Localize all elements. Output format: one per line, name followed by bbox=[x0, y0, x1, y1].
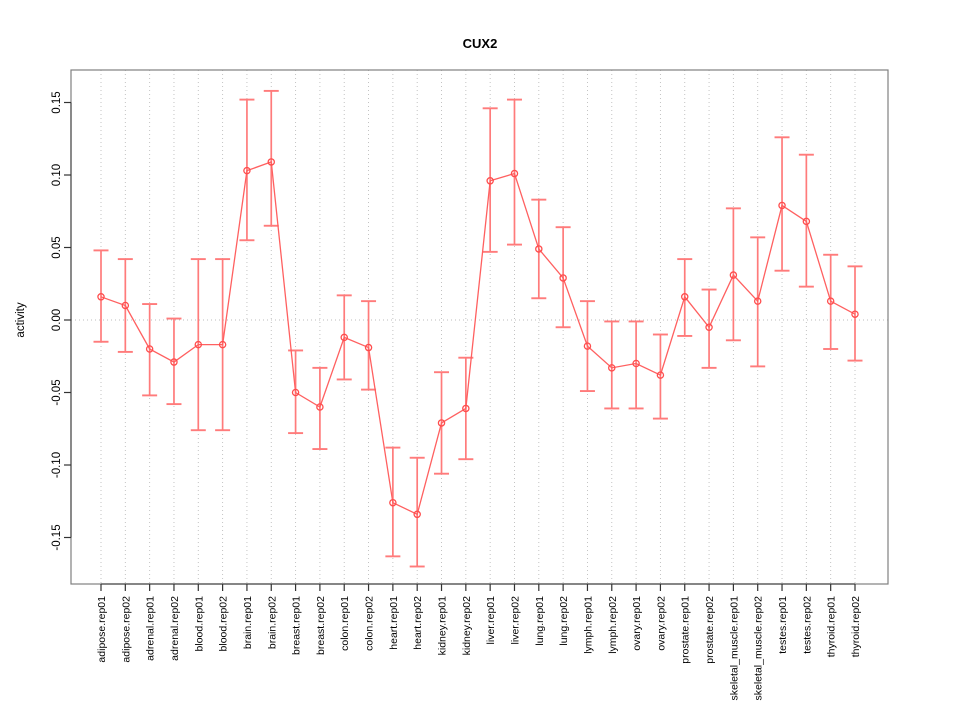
data-point-marker bbox=[364, 343, 373, 352]
data-point-marker bbox=[826, 297, 835, 305]
data-point-marker bbox=[291, 388, 300, 397]
x-tick-label: adipose.rep01 bbox=[96, 596, 108, 663]
x-axis-tick-labels: adipose.rep01 adipose.rep02 adrenal.rep01 a… bbox=[96, 596, 862, 701]
data-point-marker bbox=[170, 358, 178, 366]
x-tick-label: lung.rep02 bbox=[558, 596, 570, 646]
y-tick-label: -0.10 bbox=[51, 452, 63, 478]
x-tick-label: adrenal.rep01 bbox=[145, 596, 157, 661]
data-point-marker bbox=[340, 333, 348, 342]
x-tick-label: testes.rep01 bbox=[777, 596, 789, 654]
data-point-marker bbox=[729, 271, 738, 279]
data-point-marker bbox=[778, 201, 786, 210]
x-tick-label: breast.rep02 bbox=[315, 596, 327, 655]
x-tick-label: kidney.rep01 bbox=[437, 596, 449, 656]
x-tick-label: lung.rep01 bbox=[534, 596, 546, 646]
data-point-marker bbox=[194, 340, 203, 349]
data-point-marker bbox=[608, 364, 616, 372]
y-tick-label: 0.00 bbox=[51, 309, 63, 331]
data-point-marker bbox=[389, 498, 397, 507]
x-tick-label: breast.rep01 bbox=[291, 596, 303, 655]
y-tick-label: -0.05 bbox=[51, 379, 63, 405]
series-line bbox=[100, 161, 856, 516]
x-tick-label: thyroid.rep01 bbox=[826, 596, 838, 657]
x-tick-label: colon.rep02 bbox=[364, 596, 376, 651]
x-tick-label: ovary.rep01 bbox=[631, 596, 643, 651]
y-tick-label: 0.05 bbox=[51, 236, 63, 258]
x-tick-label: blood.rep02 bbox=[218, 596, 230, 652]
data-point-marker bbox=[97, 293, 105, 301]
x-tick-label: testes.rep02 bbox=[801, 596, 813, 654]
x-tick-label: lymph.rep01 bbox=[582, 596, 594, 654]
data-point-marker bbox=[583, 342, 592, 350]
data-point-marker bbox=[267, 158, 276, 166]
x-tick-label: heart.rep01 bbox=[388, 596, 400, 650]
data-point-marker bbox=[680, 293, 689, 301]
data-point-marker bbox=[145, 345, 154, 353]
data-point-marker bbox=[243, 166, 251, 175]
data-point-marker bbox=[510, 169, 519, 178]
x-tick-label: colon.rep01 bbox=[339, 596, 351, 651]
data-point-marker bbox=[656, 371, 665, 379]
data-point-marker bbox=[753, 297, 762, 305]
chart-title: CUX2 bbox=[463, 36, 498, 51]
y-axis-title: activity bbox=[15, 302, 27, 337]
x-tick-label: blood.rep01 bbox=[193, 596, 205, 652]
x-tick-label: prostate.rep01 bbox=[680, 596, 692, 664]
x-tick-label: lymph.rep02 bbox=[607, 596, 619, 654]
y-axis: -0.15 -0.10 -0.05 0.00 0.05 0.10 0.15 activity bbox=[15, 91, 72, 551]
data-point-marker bbox=[413, 510, 421, 519]
data-point-marker bbox=[559, 274, 567, 282]
x-tick-label: brain.rep01 bbox=[242, 596, 254, 649]
data-point-marker bbox=[437, 419, 446, 427]
x-axis: adipose.rep01 adipose.rep02 adrenal.rep01 a… bbox=[96, 583, 862, 701]
data-point-marker bbox=[705, 323, 713, 331]
data-point-marker bbox=[802, 217, 811, 226]
y-tick-label: 0.10 bbox=[51, 164, 63, 186]
x-tick-label: thyroid.rep02 bbox=[850, 596, 862, 657]
x-tick-label: liver.rep01 bbox=[485, 596, 497, 645]
y-tick-label: -0.15 bbox=[51, 524, 63, 550]
x-tick-label: ovary.rep02 bbox=[655, 596, 667, 651]
data-point-marker bbox=[218, 340, 227, 349]
data-points bbox=[97, 158, 859, 519]
x-axis-ticks bbox=[100, 584, 856, 591]
y-axis-ticks: -0.15 -0.10 -0.05 0.00 0.05 0.10 0.15 bbox=[51, 91, 71, 551]
data-point-marker bbox=[535, 245, 543, 253]
x-tick-label: adrenal.rep02 bbox=[169, 596, 181, 661]
data-point-marker bbox=[632, 359, 640, 368]
x-tick-label: heart.rep02 bbox=[412, 596, 424, 650]
x-tick-label: prostate.rep02 bbox=[704, 596, 716, 664]
x-tick-label: kidney.rep02 bbox=[461, 596, 473, 656]
data-point-marker bbox=[486, 177, 494, 185]
x-tick-label: brain.rep02 bbox=[266, 596, 278, 649]
x-tick-label: adipose.rep02 bbox=[120, 596, 132, 663]
data-point-marker bbox=[851, 310, 859, 318]
data-point-marker bbox=[316, 403, 324, 411]
x-tick-label: skeletal_muscle.rep02 bbox=[753, 596, 765, 701]
x-tick-label: skeletal_muscle.rep01 bbox=[728, 596, 740, 701]
data-point-marker bbox=[121, 301, 130, 310]
x-tick-label: liver.rep02 bbox=[509, 596, 521, 645]
data-point-marker bbox=[462, 404, 470, 413]
y-tick-label: 0.15 bbox=[51, 91, 63, 113]
